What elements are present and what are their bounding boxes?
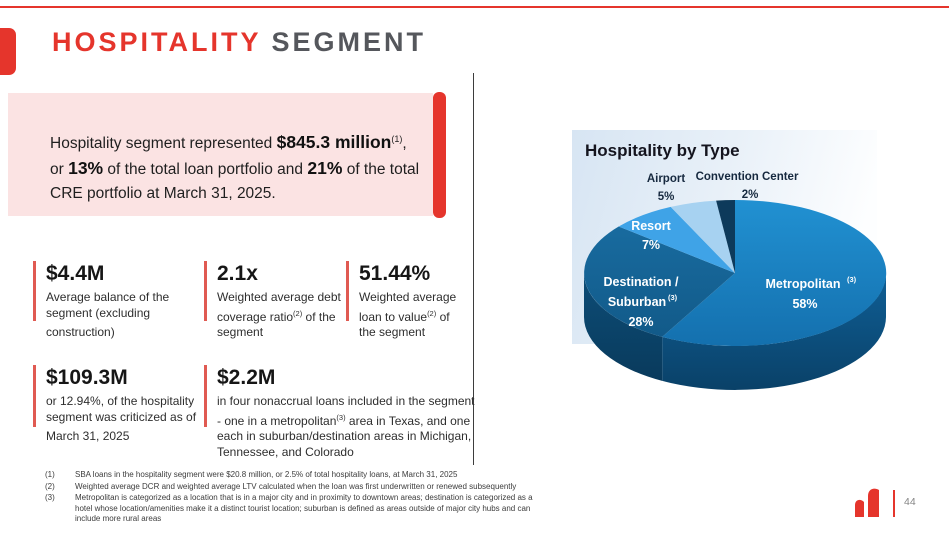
company-logo-icon	[855, 488, 879, 517]
footnote-text: Metropolitan is categorized as a locatio…	[75, 493, 533, 523]
label-destination-line1: Destination /	[603, 275, 679, 289]
pie-slice-airport	[670, 200, 735, 273]
stat-nonaccrual: $2.2M in four nonaccrual loans included …	[204, 365, 479, 459]
label-resort: Resort	[631, 219, 671, 233]
stat-desc-text: Weighted average loan to value	[359, 290, 457, 324]
stat-footnote-ref: (2)	[427, 308, 437, 318]
callout-text-4: of the total CRE portfolio at March 31, …	[50, 161, 420, 203]
stat-desc-text: Average balance of the segment (excludin…	[46, 290, 170, 339]
footnote-1: (1) SBA loans in the hospitality segment…	[45, 470, 550, 481]
corner-accent-tab	[0, 28, 16, 75]
pie-slice-metropolitan	[662, 199, 887, 346]
label-resort-pct: 7%	[642, 238, 660, 252]
vertical-divider	[473, 73, 474, 465]
stat-loan-to-value: 51.44% Weighted average loan to value(2)…	[346, 261, 467, 339]
stat-description: Weighted average loan to value(2) of the…	[359, 290, 467, 341]
callout-text-2: , or	[50, 135, 407, 179]
footnote-3: (3) Metropolitan is categorized as a loc…	[45, 493, 550, 525]
chart-title: Hospitality by Type	[585, 141, 740, 160]
stat-value: $2.2M	[217, 366, 276, 389]
callout-accent-bar	[433, 92, 446, 218]
label-metropolitan-sup: (3)	[847, 275, 857, 284]
footnote-number: (2)	[45, 481, 55, 491]
stat-value: 2.1x	[217, 262, 258, 285]
stat-description: Average balance of the segment (excludin…	[46, 290, 196, 341]
pie-slice-destination	[584, 226, 735, 337]
stat-footnote-ref: (3)	[336, 412, 346, 422]
label-airport-pct: 5%	[658, 191, 675, 203]
stat-value: $4.4M	[46, 262, 105, 285]
callout-footnote-ref-1: (1)	[391, 134, 403, 144]
label-metropolitan: Metropolitan	[766, 277, 841, 291]
page-number: 44	[904, 496, 916, 508]
stat-description: in four nonaccrual loans included in the…	[217, 394, 479, 460]
page-title-rest: SEGMENT	[261, 27, 427, 57]
footnotes: (1) SBA loans in the hospitality segment…	[45, 470, 550, 526]
stat-description: or 12.94%, of the hospitality segment wa…	[46, 394, 218, 445]
label-metropolitan-pct: 58%	[792, 297, 817, 311]
stat-desc-text: in four nonaccrual loans included in the…	[217, 394, 475, 428]
stat-footnote-ref: (2)	[293, 308, 303, 318]
callout-text-3: of the total loan portfolio and	[103, 161, 308, 179]
stat-desc-text: Weighted average debt coverage ratio	[217, 290, 341, 324]
top-accent-rule	[0, 6, 949, 8]
callout-pct-cre: 21%	[307, 158, 343, 179]
pie-slice-convention	[716, 200, 735, 273]
footnote-number: (1)	[45, 470, 55, 479]
footnote-number: (3)	[45, 493, 55, 502]
callout-text-1: Hospitality segment represented	[50, 135, 277, 153]
footer-divider	[893, 490, 895, 517]
stat-desc-text-post: of the segment	[217, 309, 336, 340]
page-title-accent: HOSPITALITY	[52, 27, 262, 57]
footnote-text: Weighted average DCR and weighted averag…	[75, 481, 517, 491]
stat-debt-coverage: 2.1x Weighted average debt coverage rati…	[204, 261, 352, 339]
pie-slice-resort	[618, 206, 735, 273]
stat-value: 51.44%	[359, 262, 431, 285]
stat-desc-text-post: of the segment	[359, 309, 450, 340]
footnote-text: SBA loans in the hospitality segment wer…	[75, 470, 458, 479]
callout-pct-loan: 13%	[68, 158, 104, 179]
summary-callout: Hospitality segment represented $845.3 m…	[8, 93, 433, 216]
stat-criticized: $109.3M or 12.94%, of the hospitality se…	[33, 365, 218, 443]
label-convention: Convention Center	[696, 171, 799, 183]
label-destination-pct: 28%	[628, 315, 653, 329]
stat-desc-text: or 12.94%, of the hospitality segment wa…	[46, 394, 197, 443]
stat-value: $109.3M	[46, 366, 128, 389]
pie-wall-metropolitan	[662, 273, 886, 390]
footnote-2: (2) Weighted average DCR and weighted av…	[45, 482, 550, 493]
stat-desc-text-post: area in Texas, and one each in suburban/…	[217, 413, 472, 459]
page-title: HOSPITALITY SEGMENT	[52, 27, 426, 58]
summary-callout-text: Hospitality segment represented $845.3 m…	[50, 127, 422, 206]
label-destination-sup: (3)	[668, 293, 678, 302]
label-airport: Airport	[647, 173, 686, 185]
label-convention-pct: 2%	[742, 189, 759, 201]
stat-description: Weighted average debt coverage ratio(2) …	[217, 290, 352, 341]
hospitality-by-type-pie-chart: Airport 5% Convention Center 2% Resort 7…	[584, 171, 887, 390]
pie-wall-destination	[584, 273, 663, 381]
stat-average-balance: $4.4M Average balance of the segment (ex…	[33, 261, 196, 339]
label-destination-line2: Suburban	[608, 295, 666, 309]
callout-amount: $845.3 million	[276, 132, 392, 153]
